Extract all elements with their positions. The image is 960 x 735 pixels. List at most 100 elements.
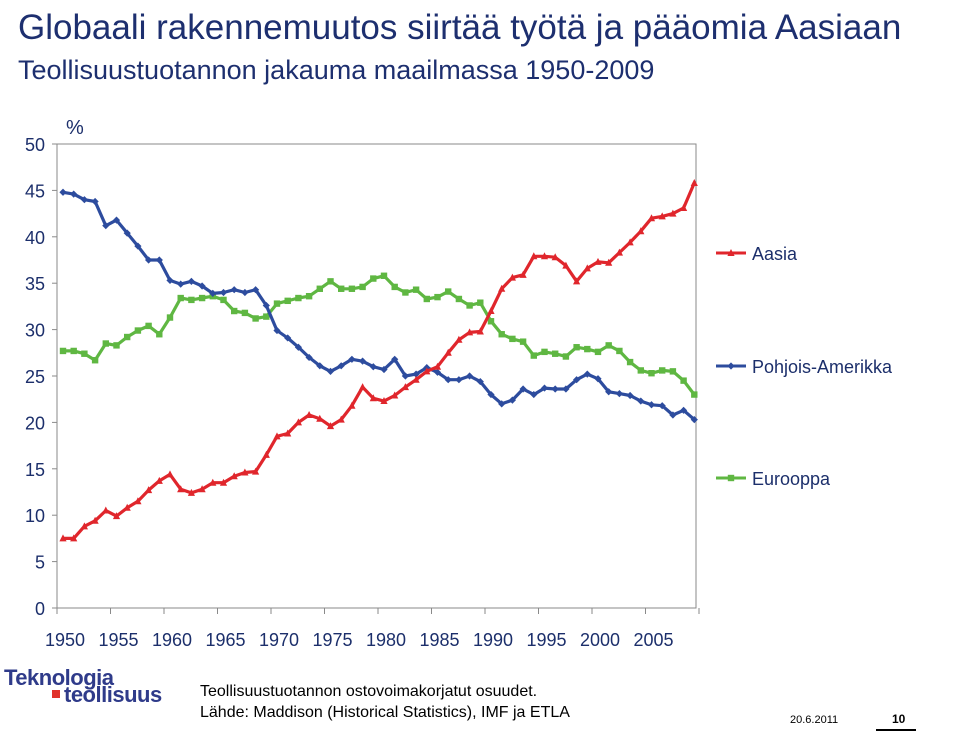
data-point <box>327 278 334 285</box>
data-point <box>455 335 463 343</box>
data-point <box>669 209 677 217</box>
y-tick-label: 15 <box>25 460 45 480</box>
data-point <box>659 367 666 374</box>
y-tick-label: 30 <box>25 321 45 341</box>
page-number: 10 <box>892 712 906 726</box>
data-point <box>326 422 335 430</box>
data-point <box>231 307 238 315</box>
data-point <box>59 534 67 542</box>
data-point <box>198 282 206 290</box>
data-point <box>294 343 302 351</box>
data-point <box>658 212 666 220</box>
data-point <box>145 256 153 264</box>
data-point <box>91 357 99 364</box>
data-point <box>669 411 677 419</box>
data-point <box>594 375 602 383</box>
data-point <box>80 522 88 530</box>
data-point <box>509 335 516 343</box>
data-point <box>348 401 356 409</box>
data-point <box>476 327 484 335</box>
data-point <box>552 350 559 357</box>
page-subtitle: Teollisuustuotannon jakauma maailmassa 1… <box>18 55 655 85</box>
data-point <box>166 276 174 285</box>
data-point <box>316 362 324 370</box>
data-point <box>337 362 345 370</box>
series-aasia <box>59 178 698 542</box>
x-tick-label: 1990 <box>473 630 513 650</box>
data-point <box>573 344 580 351</box>
data-point <box>198 294 206 302</box>
data-point <box>326 367 335 375</box>
series-pohjois-amerikka <box>59 188 698 424</box>
y-tick-label: 10 <box>25 506 45 526</box>
data-point <box>551 253 559 261</box>
data-point <box>220 296 227 304</box>
data-point <box>295 294 302 302</box>
data-point <box>102 222 110 230</box>
data-point <box>252 286 260 294</box>
chart-series <box>59 178 698 542</box>
data-point <box>669 368 677 375</box>
data-point <box>198 485 206 493</box>
data-point <box>305 353 313 362</box>
data-point <box>594 257 602 265</box>
line-chart: 0 5 10 15 20 25 30 35 40 45 50% 1950 1955 1960 1965 197… <box>25 117 893 650</box>
data-point <box>241 288 249 297</box>
data-point <box>626 358 634 366</box>
data-point <box>583 370 591 378</box>
data-point <box>433 362 442 370</box>
data-point <box>59 188 67 196</box>
data-point <box>177 485 185 493</box>
data-point <box>519 270 527 278</box>
data-point <box>519 385 527 393</box>
page-number-underline <box>876 729 916 731</box>
data-point <box>530 252 538 260</box>
data-point <box>562 353 570 360</box>
data-point <box>209 289 217 298</box>
data-point <box>562 261 570 269</box>
legend-marker-aasia <box>727 249 735 256</box>
data-point <box>177 294 184 302</box>
data-point <box>187 488 195 496</box>
data-point <box>166 314 174 321</box>
data-point <box>145 486 153 494</box>
x-tick-label: 2000 <box>580 630 620 650</box>
data-point <box>156 331 163 338</box>
data-point <box>573 277 581 285</box>
y-axis-label: % <box>66 117 84 139</box>
data-point <box>80 196 88 204</box>
x-tick-label: 1960 <box>152 630 192 650</box>
data-point <box>284 334 292 342</box>
data-point <box>70 534 78 542</box>
x-tick-label: 2005 <box>633 630 673 650</box>
data-point <box>626 391 634 400</box>
y-tick-label: 35 <box>25 274 45 294</box>
data-point <box>305 410 313 418</box>
data-point <box>91 516 99 524</box>
data-point <box>337 415 345 423</box>
data-point <box>412 375 420 383</box>
data-point <box>369 363 377 371</box>
data-point <box>541 348 548 356</box>
data-point <box>562 385 570 393</box>
data-point <box>551 385 559 393</box>
data-point <box>605 388 613 396</box>
data-point <box>487 307 495 315</box>
data-point <box>370 275 377 282</box>
data-point <box>445 288 452 295</box>
data-point <box>391 283 398 291</box>
page-title: Globaali rakennemuutos siirtää työtä ja … <box>18 8 902 47</box>
data-point <box>690 416 698 424</box>
data-point <box>530 352 537 359</box>
data-point <box>230 472 238 480</box>
data-point <box>348 285 356 292</box>
data-point <box>680 204 688 212</box>
legend-marker-eurooppa <box>727 474 735 482</box>
data-point <box>540 252 549 260</box>
footnote: Teollisuustuotannon ostovoimakorjatut os… <box>200 683 538 700</box>
data-point <box>637 397 645 405</box>
data-point <box>369 394 377 402</box>
data-point <box>188 296 195 304</box>
data-point <box>219 478 228 486</box>
data-point <box>680 377 687 384</box>
